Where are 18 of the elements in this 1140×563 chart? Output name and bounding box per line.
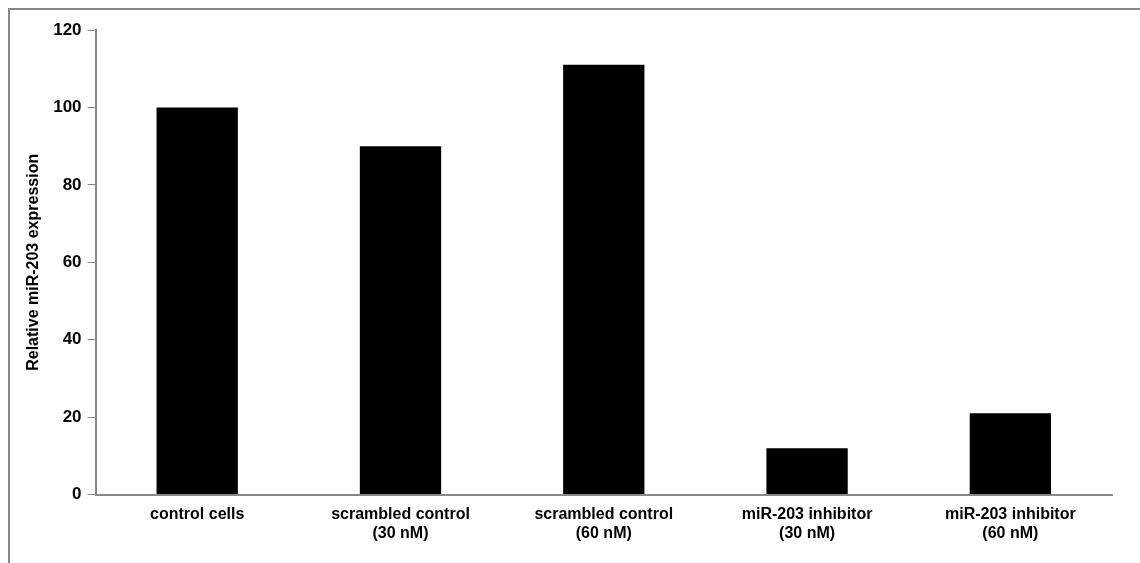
x-tick-label: control cells bbox=[150, 504, 245, 522]
x-tick-label: scrambled control (30 nM) bbox=[331, 504, 470, 541]
y-tick-label: 80 bbox=[62, 174, 82, 194]
bar bbox=[359, 146, 442, 495]
bar bbox=[969, 413, 1052, 495]
y-tick-label: 40 bbox=[62, 329, 82, 349]
y-axis-title: Relative miR-203 expression bbox=[24, 153, 42, 371]
y-tick-label: 20 bbox=[62, 406, 82, 426]
bar bbox=[156, 107, 238, 495]
x-tick-label: miR-203 inhibitor (30 nM) bbox=[741, 504, 873, 541]
y-tick-label: 100 bbox=[53, 97, 82, 117]
y-tick-label: 60 bbox=[62, 251, 82, 271]
bar bbox=[766, 448, 848, 495]
y-tick-label: 120 bbox=[53, 19, 82, 39]
x-tick-label: miR-203 inhibitor (60 nM) bbox=[945, 504, 1076, 541]
x-tick-label: scrambled control (60 nM) bbox=[534, 504, 674, 541]
bar bbox=[563, 64, 645, 495]
y-tick-label: 0 bbox=[72, 484, 82, 504]
